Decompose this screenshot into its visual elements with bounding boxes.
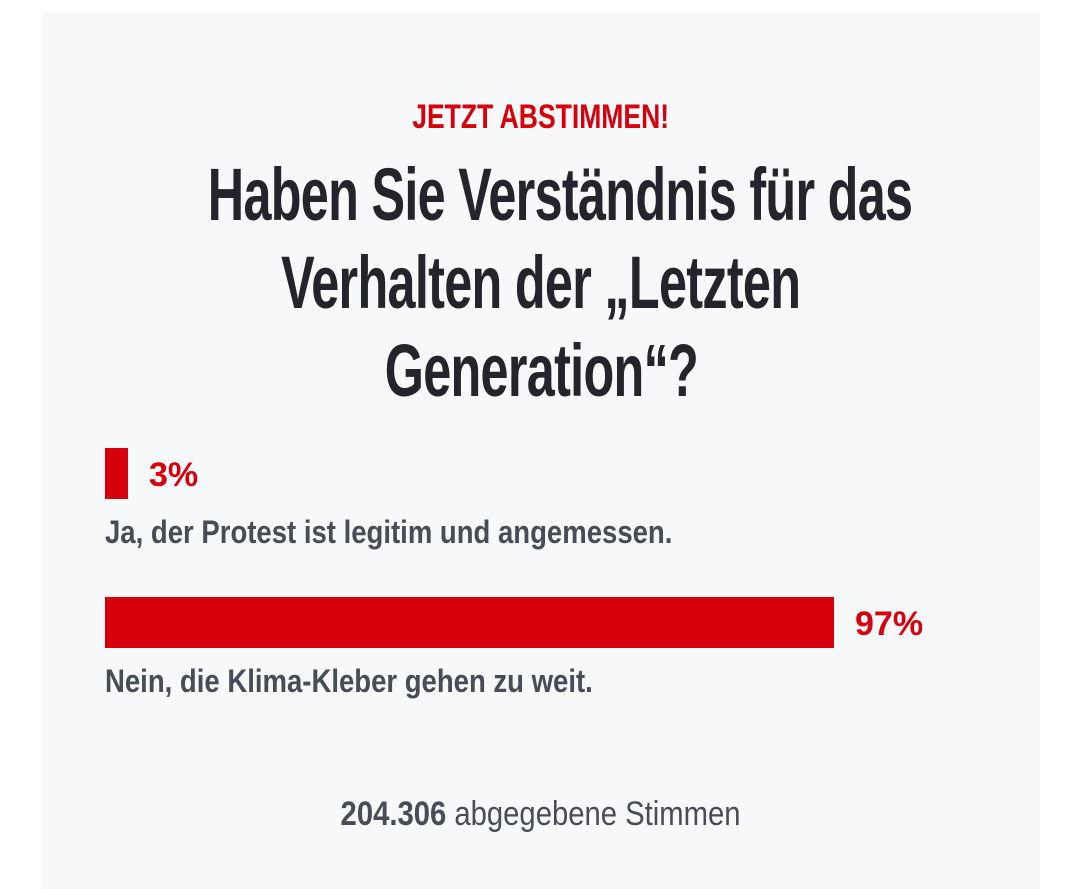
poll-card: JETZT ABSTIMMEN! Haben Sie Verständnis f… [42,13,1040,889]
result-bar [105,448,128,499]
option-label: Ja, der Protest ist legitim und angemess… [105,514,673,550]
result-bar [105,597,834,648]
poll-question: Haben Sie Verständnis für das Verhalten … [207,153,913,412]
result-percent: 97% [855,605,924,643]
option-label: Nein, die Klima-Kleber gehen zu weit. [105,663,593,699]
poll-kicker: JETZT ABSTIMMEN! [412,98,670,136]
result-percent: 3% [149,456,199,494]
vote-count: 204.306 abgegebene Stimmen [341,795,741,833]
